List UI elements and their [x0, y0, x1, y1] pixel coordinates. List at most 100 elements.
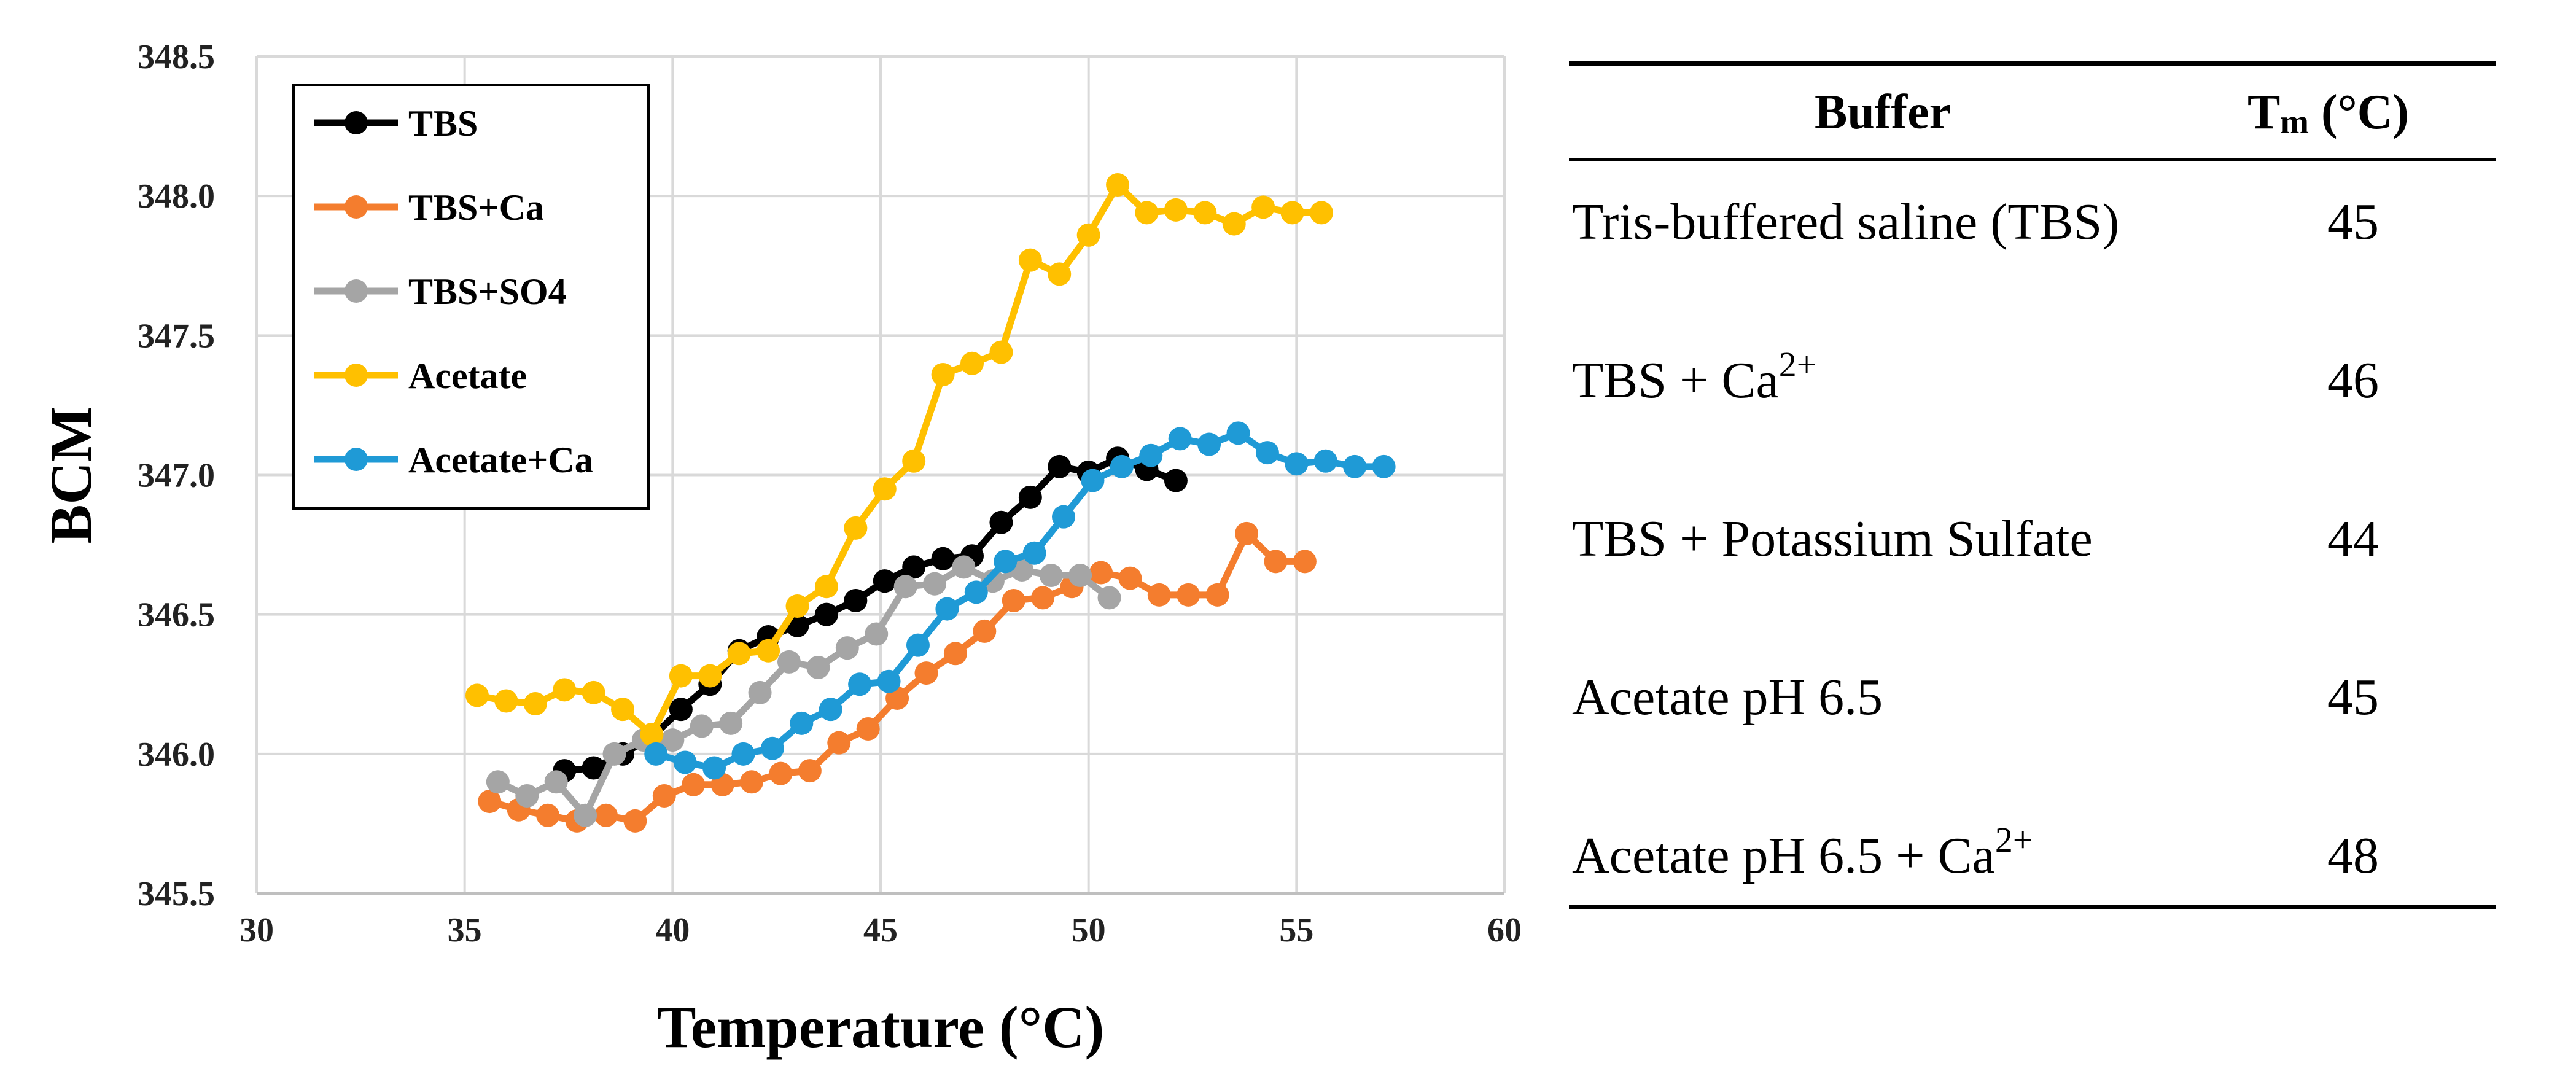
- data-point: [1205, 583, 1229, 607]
- legend-label: Acetate: [408, 356, 527, 396]
- table-header-row: Buffer Tm (°C): [1569, 66, 2496, 158]
- data-point: [989, 510, 1013, 534]
- data-point: [669, 698, 693, 722]
- data-point: [1018, 485, 1042, 509]
- data-point: [594, 803, 618, 827]
- buffer-name: TBS + Ca: [1572, 352, 1779, 409]
- data-point: [719, 711, 743, 735]
- data-point: [923, 572, 947, 596]
- x-axis-title: Temperature (°C): [657, 994, 1105, 1060]
- data-point: [989, 340, 1013, 364]
- data-point: [931, 362, 955, 386]
- data-point: [798, 759, 822, 783]
- data-point: [544, 770, 568, 794]
- data-point: [515, 784, 539, 808]
- legend-item: TBS: [314, 103, 478, 144]
- data-point: [1293, 550, 1317, 574]
- data-point: [819, 698, 842, 722]
- legend-label: TBS+SO4: [408, 271, 567, 312]
- data-point: [865, 622, 889, 646]
- data-point: [994, 550, 1018, 574]
- data-point: [465, 683, 489, 707]
- y-tick-label: 346.5: [138, 596, 215, 634]
- data-point: [1164, 469, 1188, 492]
- table-top-rule: [1569, 61, 2496, 66]
- data-point: [1118, 566, 1142, 590]
- legend-item: TBS+SO4: [314, 271, 567, 312]
- data-point: [731, 742, 755, 766]
- buffer-name: TBS + Potassium Sulfate: [1572, 510, 2093, 567]
- table-row: TBS + Potassium Sulfate 44: [1569, 430, 2496, 588]
- chart-series: [465, 173, 1396, 833]
- buffer-cell: TBS + Potassium Sulfate: [1572, 509, 2093, 569]
- data-point: [494, 689, 518, 713]
- data-point: [1048, 454, 1072, 478]
- data-point: [702, 756, 726, 780]
- y-tick-label: 348.5: [138, 38, 215, 76]
- data-point: [844, 588, 868, 612]
- data-point: [856, 717, 880, 741]
- data-point: [785, 594, 809, 618]
- data-point: [1226, 421, 1250, 445]
- data-point: [478, 790, 502, 814]
- header-tm-symbol: T: [2247, 85, 2281, 139]
- legend-swatch-marker: [344, 364, 368, 387]
- tm-cell: 45: [2327, 669, 2379, 726]
- data-point: [1139, 443, 1163, 467]
- data-point: [806, 655, 830, 679]
- data-point: [1313, 449, 1337, 473]
- data-point: [1264, 550, 1288, 574]
- data-point: [902, 449, 926, 473]
- data-point: [611, 698, 635, 722]
- data-point: [652, 784, 676, 808]
- data-point: [1097, 586, 1121, 610]
- data-point: [1235, 521, 1259, 545]
- data-point: [1031, 586, 1055, 610]
- data-point: [1052, 505, 1076, 529]
- data-point: [574, 803, 597, 827]
- chart-tick-labels: 30 35 40 45 50 55 60 345.5 346.0 346.5 347.0 347.5 3…: [138, 38, 1522, 949]
- buffer-name: Acetate pH 6.5: [1572, 669, 1883, 726]
- data-point: [1018, 248, 1042, 272]
- data-point: [1197, 432, 1221, 456]
- data-point: [1177, 583, 1200, 607]
- data-point: [1081, 469, 1105, 492]
- data-point: [893, 575, 917, 599]
- legend-label: Acetate+Ca: [408, 440, 593, 480]
- data-point: [682, 773, 706, 796]
- data-point: [553, 678, 577, 702]
- data-point: [769, 761, 793, 785]
- data-point: [790, 711, 814, 735]
- data-point: [1089, 561, 1113, 585]
- data-point: [814, 575, 838, 599]
- data-point: [536, 803, 560, 827]
- data-point: [1110, 454, 1134, 478]
- legend-label: TBS: [408, 103, 478, 144]
- data-point: [827, 731, 851, 755]
- series-acetate-ca: [644, 421, 1396, 780]
- data-point: [661, 728, 685, 752]
- data-point: [1002, 588, 1025, 612]
- data-point: [760, 736, 784, 760]
- legend-item: Acetate+Ca: [314, 440, 593, 480]
- legend-item: TBS+Ca: [314, 187, 544, 228]
- charge-superscript: 2+: [1778, 344, 1817, 384]
- table-bottom-rule: [1569, 905, 2496, 909]
- y-tick-label: 347.0: [138, 457, 215, 495]
- table-row: Acetate pH 6.5 45: [1569, 588, 2496, 747]
- header-buffer: Buffer: [1815, 85, 1951, 139]
- data-point: [960, 351, 984, 375]
- data-point: [777, 650, 801, 674]
- header-tm: Tm (°C): [2247, 85, 2409, 142]
- data-point: [902, 555, 926, 579]
- data-point: [644, 742, 668, 766]
- data-point: [748, 680, 772, 704]
- data-point: [1022, 541, 1046, 565]
- data-point: [1147, 583, 1171, 607]
- data-point: [1135, 201, 1159, 225]
- data-point: [1068, 564, 1092, 588]
- data-point: [1280, 201, 1304, 225]
- table-row: TBS + Ca2+ 46: [1569, 271, 2496, 430]
- x-tick-label: 35: [448, 911, 482, 949]
- series-line: [564, 454, 1177, 774]
